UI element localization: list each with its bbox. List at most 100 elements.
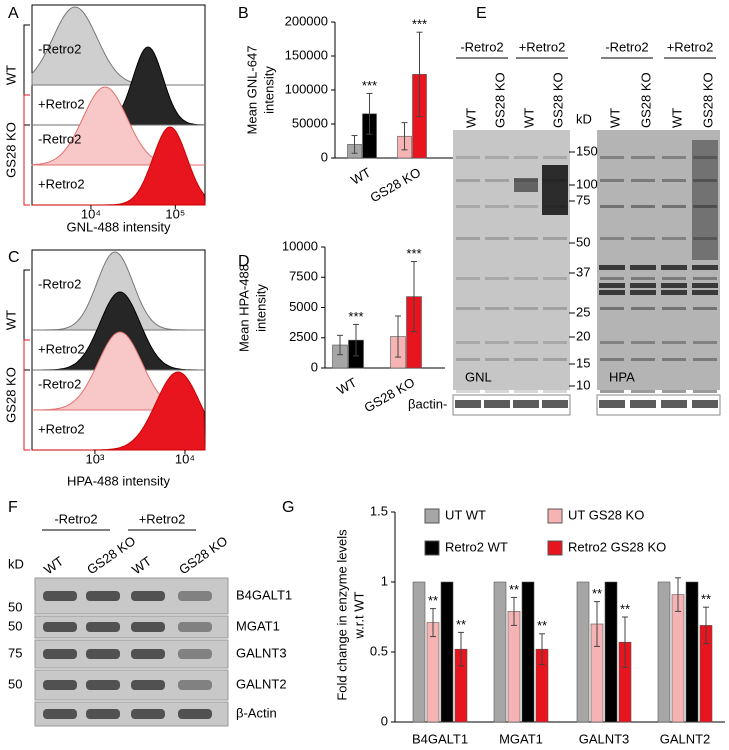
blot-band	[485, 358, 509, 361]
error-bar	[675, 577, 681, 612]
blot-band	[543, 358, 567, 361]
blot-band	[178, 680, 212, 690]
blot-band	[662, 156, 686, 159]
significance: ***	[362, 78, 377, 93]
blot-band	[43, 709, 77, 719]
lane-label: WT	[607, 108, 622, 128]
blot-band	[131, 591, 165, 601]
blot-band	[485, 205, 509, 208]
blot-band	[178, 622, 212, 632]
x-tick-label: 10⁵	[165, 206, 185, 221]
marker-label: 15	[576, 355, 590, 370]
y-axis-label: Mean HPA-488	[236, 264, 251, 352]
blot-band	[662, 179, 686, 182]
blot-band	[631, 390, 655, 393]
blot-band	[600, 179, 624, 182]
lane-label: GS28 KO	[84, 533, 138, 577]
blot-band	[631, 341, 655, 344]
bar	[412, 581, 426, 723]
blot-band	[631, 156, 655, 159]
marker-label: 100	[576, 176, 598, 191]
marker-label: 75	[576, 192, 590, 207]
y-tick-label: 10000	[282, 238, 318, 253]
error-bar	[622, 616, 628, 668]
significance: **	[537, 618, 547, 633]
group-label: GS28 KO	[3, 122, 18, 178]
blot-smear	[692, 140, 718, 260]
y-tick-label: 0	[311, 359, 318, 374]
row-label: -Retro2	[38, 131, 81, 146]
marker-label: 25	[576, 304, 590, 319]
blot-band	[514, 390, 538, 393]
bar	[604, 581, 618, 723]
blot-band	[600, 341, 624, 344]
error-bar	[353, 323, 359, 357]
marker-label: 50	[8, 599, 22, 614]
blot-band	[631, 307, 655, 310]
histogram-curve	[32, 291, 205, 371]
blot-band	[693, 390, 717, 393]
blot-band	[543, 307, 567, 310]
blot-band	[662, 277, 686, 280]
bar	[671, 594, 685, 723]
row-label: -Retro2	[38, 276, 81, 291]
blot-band	[693, 307, 717, 310]
y-axis-label: intensity	[261, 66, 276, 114]
blot-band	[86, 680, 120, 690]
blot-band	[514, 277, 538, 280]
blot-band	[600, 358, 624, 361]
bar	[426, 622, 440, 723]
blot-band	[485, 307, 509, 310]
significance: ***	[348, 309, 363, 324]
blot-band	[600, 277, 624, 280]
blot-band	[456, 358, 480, 361]
error-bar	[539, 633, 545, 666]
y-tick-label: 1.5	[370, 503, 388, 518]
blot-band	[86, 622, 120, 632]
kd-label: kD	[8, 556, 24, 571]
error-bar	[366, 92, 373, 135]
row-label: +Retro2	[38, 421, 85, 436]
error-bar	[395, 315, 401, 358]
blot-band	[693, 237, 717, 240]
row-label: GALNT3	[236, 645, 287, 660]
blot-band	[693, 277, 717, 280]
legend-swatch	[424, 508, 440, 524]
group-bracket	[23, 269, 30, 371]
panel-letter: G	[282, 499, 294, 516]
x-tick-label: WT	[348, 165, 373, 188]
row-label: +Retro2	[38, 96, 85, 111]
blot-band	[86, 649, 120, 659]
loading-band	[692, 400, 718, 408]
group-label: WT	[3, 65, 18, 85]
blot-band	[693, 341, 717, 344]
blot-band	[692, 283, 718, 288]
lane-label: GS28 KO	[550, 72, 565, 128]
blot-band	[693, 205, 717, 208]
bar	[493, 581, 507, 723]
blot-band	[630, 290, 656, 295]
significance: ***	[406, 246, 421, 261]
marker-label: 37	[576, 264, 590, 279]
kd-label: kD	[576, 111, 592, 126]
bar	[507, 611, 521, 723]
significance: **	[456, 617, 466, 632]
blot-band	[693, 358, 717, 361]
condition-label: +Retro2	[519, 39, 566, 54]
loading-band	[484, 400, 510, 408]
x-tick-label: 10⁴	[81, 206, 101, 221]
blot-band	[543, 341, 567, 344]
x-tick-label: 10³	[86, 451, 105, 466]
histogram-curve	[32, 126, 206, 206]
blot-band	[662, 237, 686, 240]
panel-letter: C	[8, 249, 20, 266]
blot-label: HPA	[609, 369, 635, 384]
error-bar	[337, 334, 343, 356]
blot-band	[600, 205, 624, 208]
error-bar	[703, 606, 709, 645]
loading-band	[513, 400, 539, 408]
row-label: MGAT1	[236, 618, 280, 633]
lane-label: GS28 KO	[700, 72, 715, 128]
y-axis-label: intensity	[253, 284, 268, 332]
error-bar	[594, 601, 600, 647]
